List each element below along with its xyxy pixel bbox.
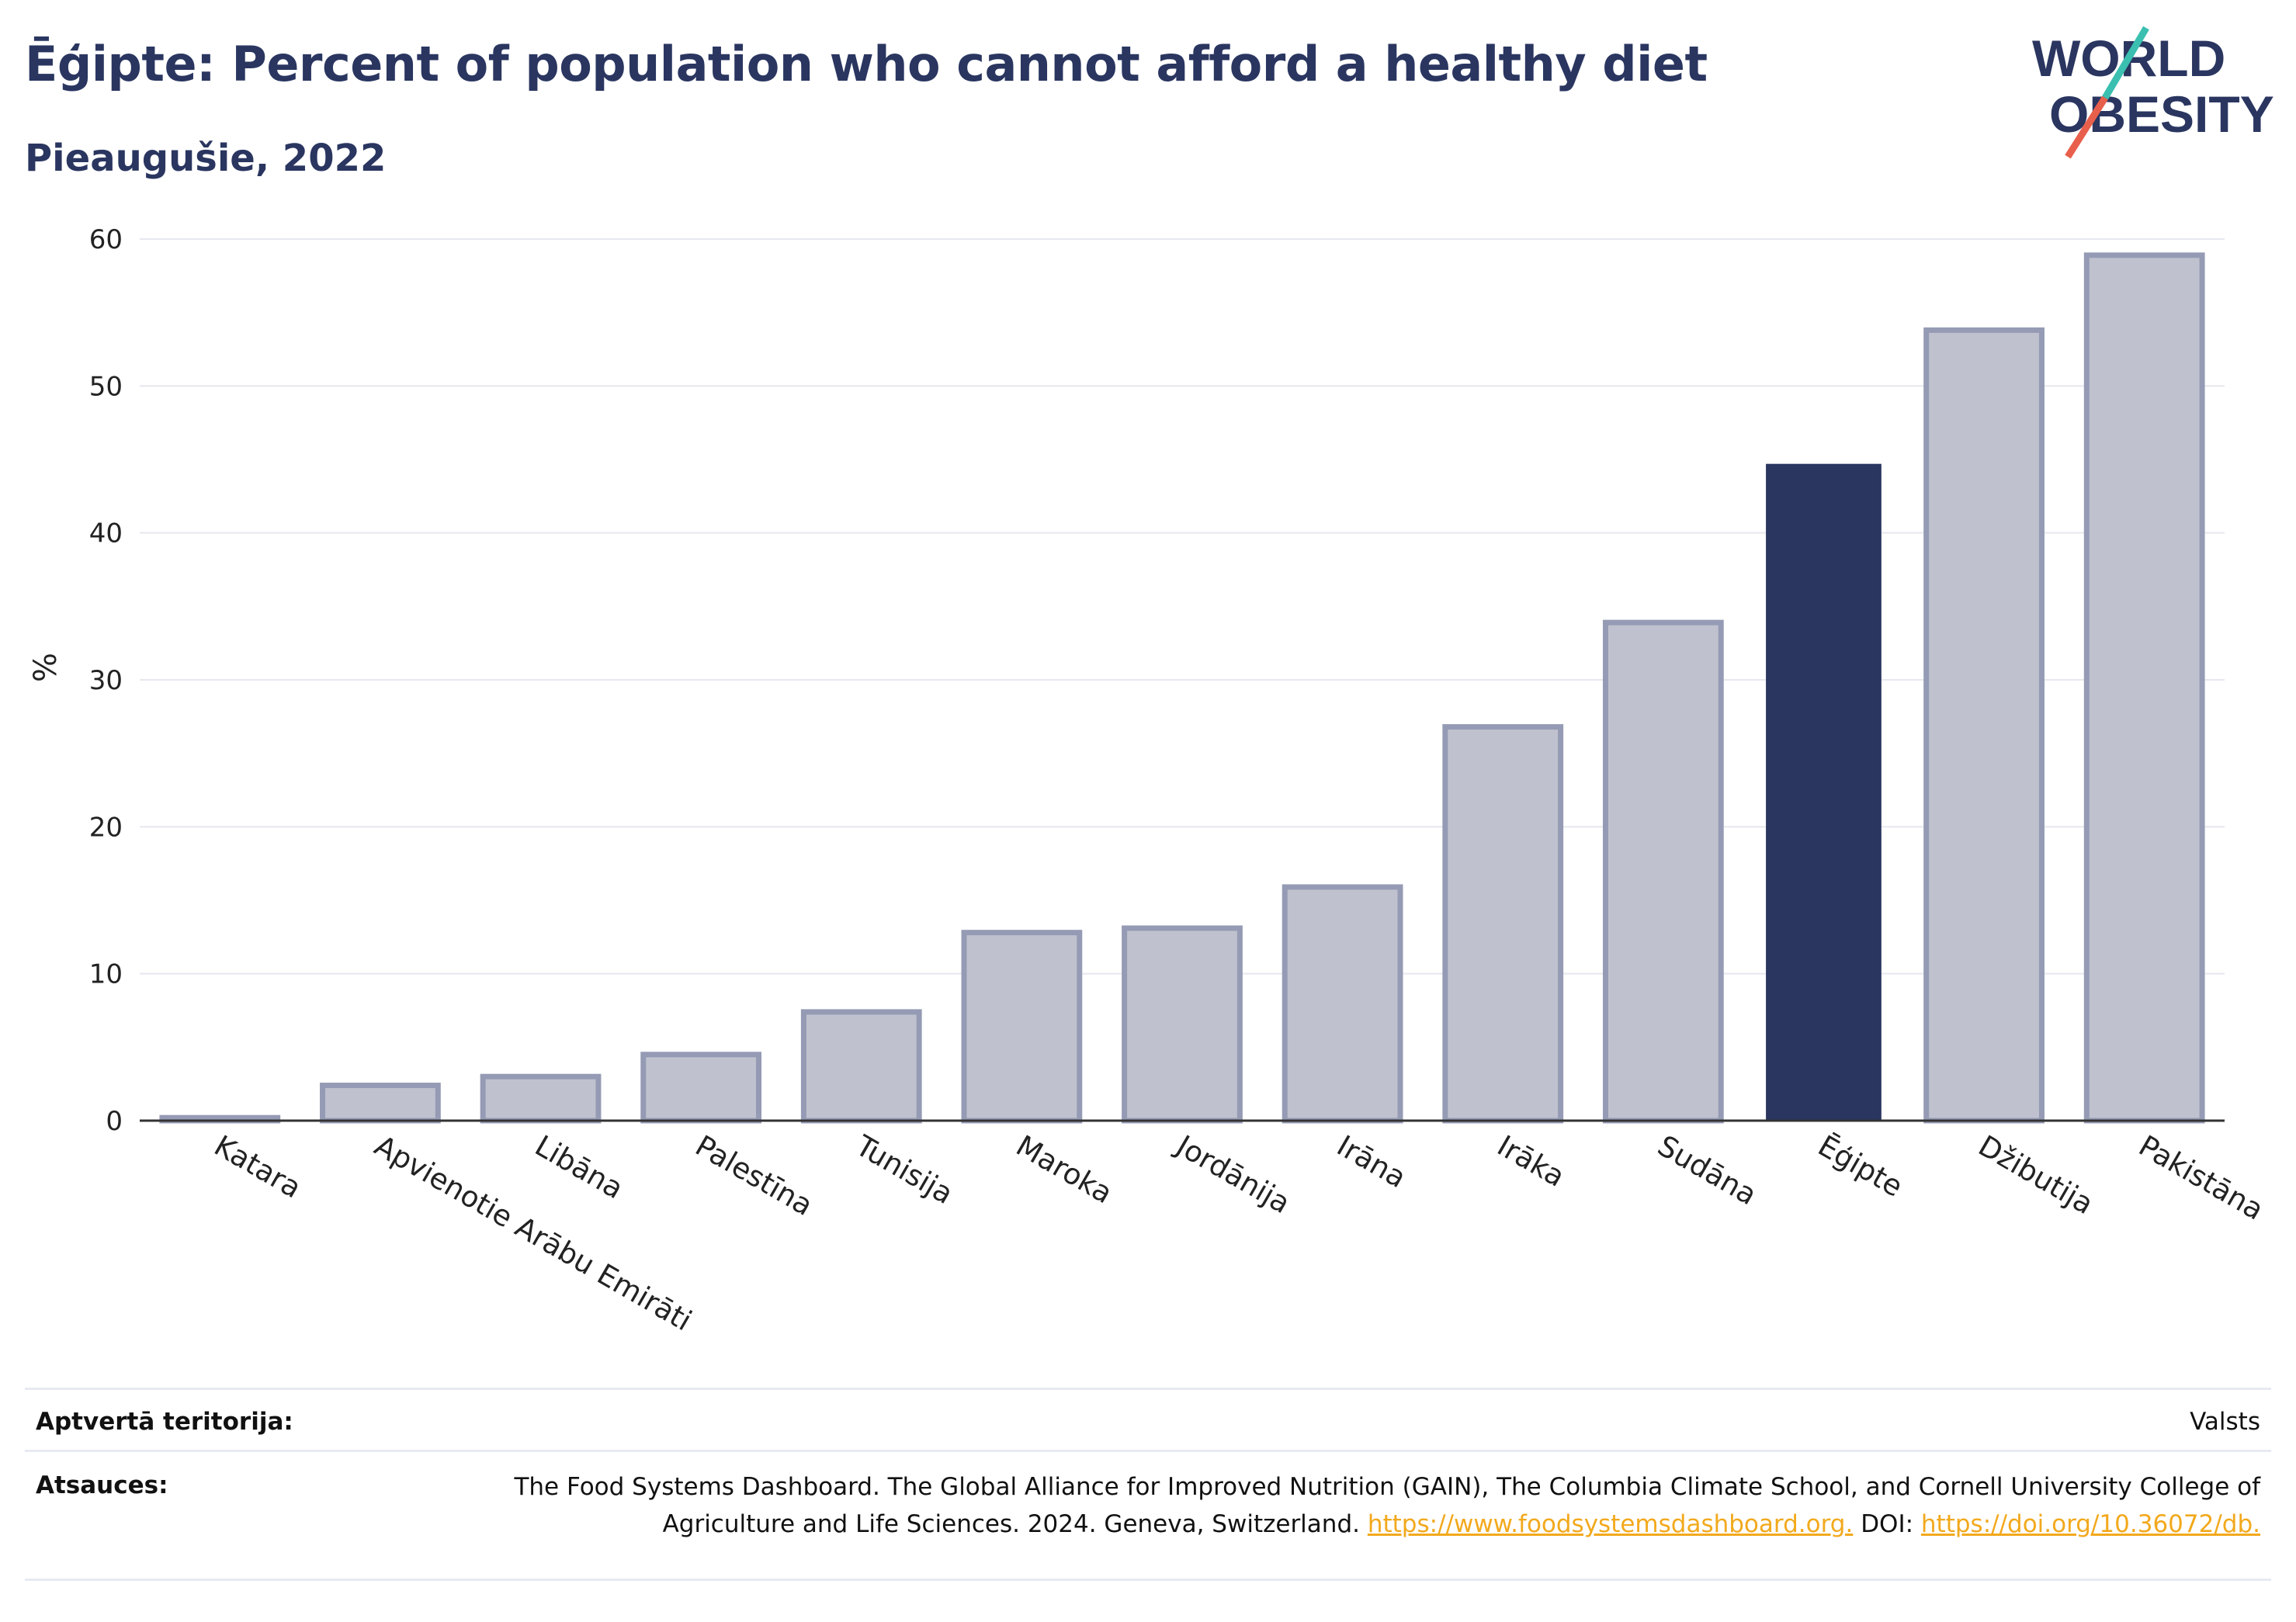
x-tick-label: Apvienotie Arābu Emirāti: [369, 1129, 697, 1338]
chart-title: Ēģipte: Percent of population who cannot…: [25, 36, 1708, 92]
footer-divider-top: [25, 1388, 2271, 1390]
x-tick-label: Ēģipte: [1812, 1129, 1909, 1204]
y-tick-label: 0: [106, 1106, 123, 1137]
bar-8[interactable]: [1442, 724, 1564, 1124]
sources-link-1[interactable]: https://www.foodsystemsdashboard.org.: [1367, 1510, 1854, 1538]
gridlines: [140, 238, 2225, 975]
bar-10[interactable]: [1766, 463, 1882, 1121]
bars: [159, 252, 2205, 1124]
sources-text: The Food Systems Dashboard. The Global A…: [475, 1468, 2260, 1543]
x-tick-label: Katara: [209, 1129, 307, 1205]
coverage-label: Aptvertā teritorija:: [36, 1408, 293, 1436]
x-tick-label: Libāna: [529, 1129, 629, 1206]
world-obesity-logo: WORLD OBESITY: [2032, 26, 2274, 159]
x-tick-label: Pakistāna: [2133, 1129, 2269, 1227]
x-tick-label: Sudāna: [1652, 1129, 1762, 1212]
x-tick-label: Irāna: [1331, 1129, 1412, 1195]
bar-4[interactable]: [800, 1009, 922, 1124]
y-tick-label: 40: [89, 518, 123, 549]
y-tick-label: 20: [89, 812, 123, 843]
bar-chart: 0 10 20 30 40 50 60 % Katara Apvienotie Arābu E…: [28, 224, 2270, 1338]
sources-text-1: The Food Systems Dashboard. The Global A…: [514, 1473, 2260, 1538]
x-tick-label: Tunisija: [849, 1128, 959, 1211]
footer-divider-mid: [25, 1450, 2271, 1452]
chart-subtitle: Pieaugušie, 2022: [25, 137, 387, 180]
y-axis-label: %: [28, 653, 64, 682]
sources-label: Atsauces:: [36, 1471, 168, 1499]
bar-11[interactable]: [1923, 327, 2045, 1124]
y-axis-ticks: 0 10 20 30 40 50 60: [89, 224, 123, 1137]
x-tick-label: Palestīna: [690, 1129, 819, 1223]
y-tick-label: 50: [89, 371, 123, 402]
sources-link-2[interactable]: https://doi.org/10.36072/db.: [1920, 1510, 2260, 1538]
logo-slash-teal: [2102, 26, 2149, 100]
bar-6[interactable]: [1122, 925, 1243, 1124]
bar-3[interactable]: [640, 1052, 762, 1124]
bar-12[interactable]: [2083, 252, 2205, 1124]
footer-divider-bottom: [25, 1579, 2271, 1581]
bar-5[interactable]: [961, 930, 1083, 1124]
sources-text-2: DOI:: [1861, 1510, 1914, 1538]
bar-1[interactable]: [320, 1083, 441, 1124]
coverage-value: Valsts: [2190, 1408, 2260, 1436]
y-tick-label: 10: [89, 959, 123, 990]
x-tick-label: Maroka: [1011, 1129, 1118, 1211]
y-tick-label: 60: [89, 224, 123, 255]
x-tick-label: Jordānija: [1170, 1128, 1296, 1221]
x-tick-label: Irāka: [1492, 1129, 1570, 1194]
y-tick-label: 30: [89, 665, 123, 696]
bar-2[interactable]: [480, 1073, 602, 1124]
bar-9[interactable]: [1602, 619, 1724, 1124]
logo-slash-red: [2065, 95, 2108, 159]
bar-7[interactable]: [1282, 884, 1403, 1124]
x-tick-label: Džibutija: [1973, 1129, 2100, 1222]
